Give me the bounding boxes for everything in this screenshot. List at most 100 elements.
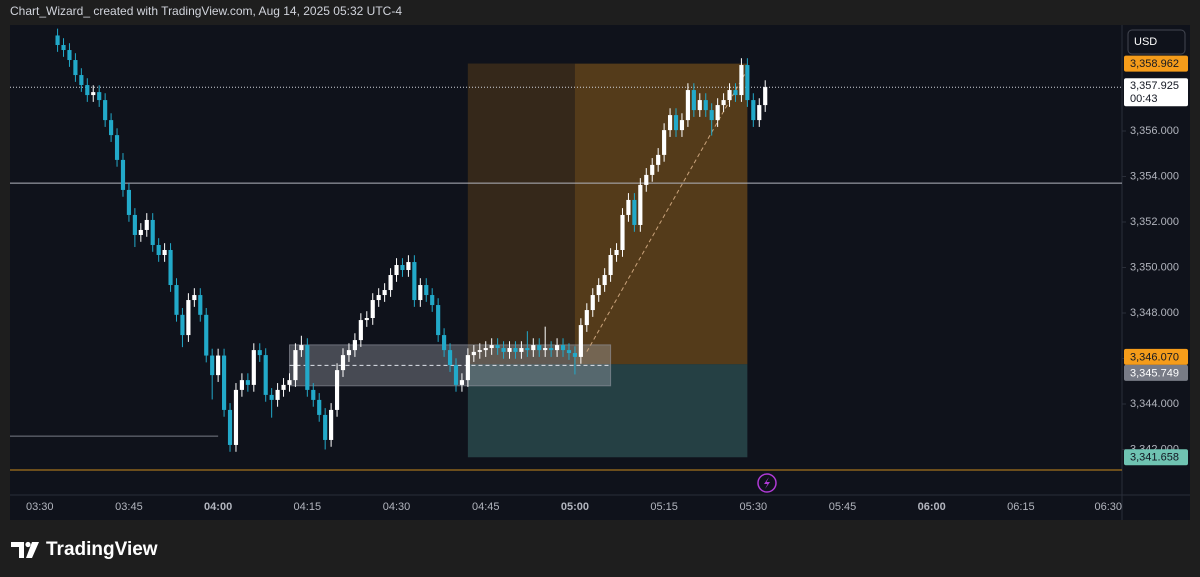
candle-body	[85, 85, 90, 96]
candle-body	[103, 100, 108, 121]
candle-body	[507, 348, 512, 352]
candle-body	[537, 345, 542, 351]
candle-body	[358, 320, 363, 341]
candle-body	[442, 335, 447, 351]
candle-body	[334, 370, 340, 410]
candle-body	[120, 159, 126, 190]
tradingview-logo: TradingView	[11, 539, 158, 560]
candle-body	[168, 249, 173, 286]
candle-body	[638, 184, 643, 225]
x-tick-label: 06:30	[1094, 501, 1122, 513]
x-tick-label: 03:30	[26, 501, 54, 513]
candle-body	[632, 199, 637, 225]
candle-body	[323, 414, 328, 440]
y-tick-label: 3,354.000	[1130, 170, 1179, 182]
candle-body	[572, 353, 578, 357]
candle-body	[352, 340, 357, 351]
candle-body	[703, 100, 708, 111]
x-tick-label: 05:30	[740, 501, 768, 513]
candle-body	[239, 380, 244, 390]
candle-body	[465, 355, 470, 381]
y-tick-label: 3,348.000	[1130, 307, 1179, 319]
candle-body	[679, 120, 685, 131]
candle-body	[162, 249, 167, 255]
candle-body	[97, 92, 102, 101]
position-elapsed-zone	[467, 63, 575, 365]
candle-body	[275, 389, 280, 400]
candle-body	[370, 300, 375, 319]
candle-body	[560, 345, 566, 351]
logo-text: TradingView	[46, 539, 158, 560]
x-tick-label: 06:00	[918, 501, 946, 513]
candle-body	[608, 254, 613, 276]
candle-body	[299, 345, 304, 351]
candle-body	[114, 135, 120, 160]
candle-body	[650, 164, 655, 175]
price-axis: 3,342.0003,344.0003,346.0003,348.0003,35…	[26, 29, 1188, 513]
candle-body	[656, 154, 661, 165]
candle-body	[305, 345, 310, 390]
candle-body	[91, 92, 96, 96]
trend-line	[586, 69, 748, 352]
candle-body	[364, 318, 369, 321]
candle-body	[109, 120, 114, 136]
x-tick-label: 05:45	[829, 501, 857, 513]
candle-body	[471, 351, 476, 356]
candle-body	[745, 65, 750, 101]
candle-body	[400, 265, 405, 271]
candle-body	[733, 90, 738, 96]
candle-body	[269, 394, 274, 400]
x-tick-label: 03:45	[115, 501, 143, 513]
currency-button[interactable]	[1127, 29, 1186, 55]
y-tick-label: 3,350.000	[1130, 261, 1179, 273]
candle-body	[317, 399, 322, 415]
candle-body	[67, 50, 72, 61]
candle-body	[525, 348, 530, 351]
x-tick-label: 04:45	[472, 501, 500, 513]
candle-body	[543, 348, 548, 351]
price-label: 3,341.658	[1130, 452, 1179, 464]
candle-body	[186, 300, 191, 336]
candle-body	[227, 409, 233, 445]
candle-body	[180, 314, 185, 336]
price-label-box	[1124, 364, 1188, 381]
candle-body	[715, 105, 720, 121]
candle-body	[340, 355, 346, 371]
candle-body	[554, 345, 560, 351]
x-tick-label: 05:00	[561, 501, 589, 513]
candle-body	[329, 409, 334, 440]
candle-body	[210, 355, 215, 376]
candle-body	[477, 350, 482, 352]
candle-body	[221, 355, 227, 410]
candle-body	[138, 229, 143, 235]
candle-body	[144, 219, 149, 230]
candle-body	[519, 348, 524, 352]
candle-body	[596, 285, 601, 296]
y-tick-label: 3,344.000	[1130, 398, 1179, 410]
candle-body	[549, 348, 554, 351]
candle-body	[501, 348, 506, 352]
y-tick-label: 3,352.000	[1130, 216, 1179, 228]
candle-body	[156, 244, 161, 255]
header-text: Chart_Wizard_ created with TradingView.c…	[10, 4, 402, 18]
candle-body	[293, 350, 298, 381]
price-label: 3,358.962	[1130, 58, 1179, 70]
candle-body	[531, 345, 536, 351]
x-tick-label: 06:15	[1007, 501, 1035, 513]
candle-body	[132, 214, 137, 235]
candle-body	[287, 380, 292, 385]
candle-body	[584, 310, 589, 326]
candle-body	[55, 35, 60, 46]
candle-body	[727, 90, 732, 101]
candle-body	[204, 314, 209, 356]
candle-body	[662, 130, 667, 155]
candle-body	[685, 90, 690, 121]
candle-body	[578, 325, 583, 357]
candle-body	[198, 295, 203, 315]
candle-body	[436, 305, 441, 336]
currency-label: USD	[1134, 36, 1157, 48]
price-label: 3,345.749	[1130, 367, 1179, 379]
countdown-label: 00:43	[1130, 93, 1158, 105]
candle-body	[245, 380, 250, 385]
